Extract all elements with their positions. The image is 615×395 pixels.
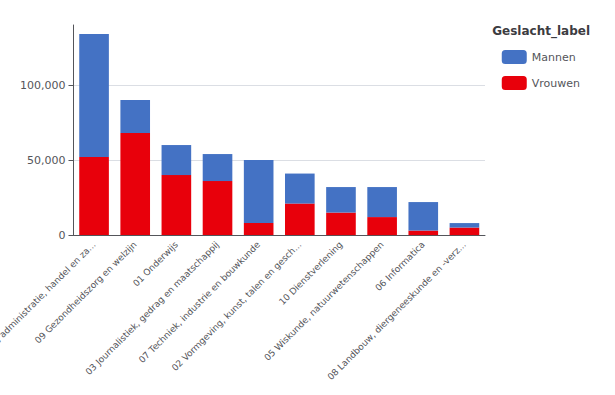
svg-text:Geslacht_label: Geslacht_label (492, 24, 590, 39)
svg-text:100,000: 100,000 (20, 79, 66, 92)
svg-text:07 Techniek, industrie en bouw: 07 Techniek, industrie en bouwkunde (136, 239, 263, 365)
svg-text:09 Gezondheidszorg en welzijn: 09 Gezondheidszorg en welzijn (32, 239, 139, 346)
svg-text:0: 0 (58, 229, 65, 242)
svg-text:05 Wiskunde, natuurwetenschapp: 05 Wiskunde, natuurwetenschappen (262, 239, 386, 363)
svg-text:01 Onderwijs: 01 Onderwijs (131, 239, 180, 289)
svg-text:08 Landbouw, diergeneeskunde e: 08 Landbouw, diergeneeskunde en -verz... (326, 240, 468, 382)
svg-text:Vrouwen: Vrouwen (532, 77, 580, 90)
svg-text:50,000: 50,000 (27, 154, 66, 167)
svg-text:06 Informatica: 06 Informatica (373, 239, 427, 293)
svg-text:02 Vormgeving, kunst, talen en: 02 Vormgeving, kunst, talen en gesch... (169, 239, 304, 373)
svg-text:10 Dienstverlening: 10 Dienstverlening (277, 239, 345, 307)
svg-text:03 Journalistiek, gedrag en ma: 03 Journalistiek, gedrag en maatschappij (83, 239, 222, 377)
svg-text:Mannen: Mannen (532, 51, 576, 64)
